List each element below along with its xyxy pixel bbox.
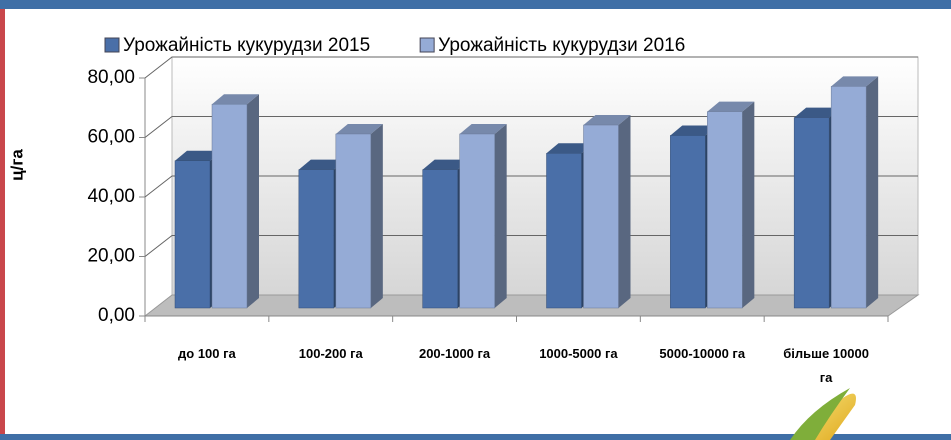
x-tick-label: 100-200 га	[288, 342, 374, 366]
bar	[584, 115, 631, 308]
y-axis-title: ц/га	[7, 149, 26, 181]
y-tick-label: 80,00	[87, 67, 135, 88]
x-tick-label: до 100 га	[164, 342, 250, 366]
x-tick-label: 5000-10000 га	[659, 342, 745, 366]
x-tick-label: більше 10000 га	[783, 342, 869, 390]
bar-front	[670, 135, 705, 308]
bar-front	[547, 153, 582, 308]
bar-front	[299, 170, 334, 308]
y-tick-label: 40,00	[87, 186, 135, 207]
legend-swatch	[420, 38, 434, 52]
bar	[212, 94, 259, 308]
bar	[460, 124, 507, 308]
y-tick-label: 20,00	[87, 246, 135, 267]
bar-front	[584, 125, 619, 308]
legend-label: Урожайність кукурудзи 2016	[438, 35, 685, 56]
bar-front	[336, 134, 371, 308]
bar	[707, 102, 754, 308]
bar-side	[619, 115, 631, 308]
bar-front	[175, 161, 210, 308]
bar	[831, 76, 878, 308]
bar-front	[460, 134, 495, 308]
y-tick-label: 0,00	[98, 305, 135, 326]
left-border	[0, 9, 5, 434]
bar-side	[495, 124, 507, 308]
bar	[336, 124, 383, 308]
bar-side	[866, 76, 878, 308]
bar-front	[212, 104, 247, 308]
y-tick-label: 60,00	[87, 127, 135, 148]
bar-side	[371, 124, 383, 308]
x-tick-label: 1000-5000 га	[535, 342, 621, 366]
bar-side	[742, 102, 754, 308]
x-tick-label: 200-1000 га	[412, 342, 498, 366]
corn-decoration	[790, 388, 856, 440]
legend-label: Урожайність кукурудзи 2015	[123, 35, 370, 56]
page: ц/га 0,00 20,00 40,00 60,00 80,00 Урожайність…	[0, 0, 951, 440]
bar-front	[831, 86, 866, 308]
bar-front	[794, 118, 829, 308]
bar-side	[247, 94, 259, 308]
legend-swatch	[105, 38, 119, 52]
top-border	[0, 0, 951, 9]
bar-front	[423, 170, 458, 308]
bar-front	[707, 112, 742, 308]
